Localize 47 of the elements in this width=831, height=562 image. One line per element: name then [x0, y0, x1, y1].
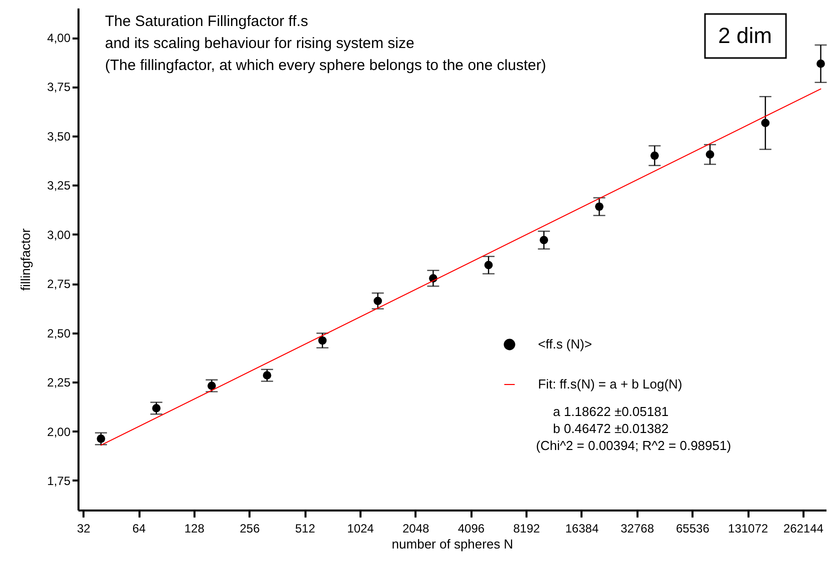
y-tick-label: 2,75: [47, 277, 71, 292]
point: [208, 382, 216, 390]
x-tick-label: 2048: [402, 522, 430, 536]
legend-label: <ff.s (N)>: [538, 336, 592, 352]
y-tick-label: 3,00: [47, 228, 71, 242]
y-tick-label: 2,25: [47, 376, 71, 390]
y-tick-label: 3,25: [47, 178, 71, 193]
point: [816, 60, 825, 68]
point: [262, 371, 272, 380]
y-tick-label: 2,00: [47, 424, 71, 439]
point: [318, 336, 327, 345]
x-tick-label: 512: [295, 522, 316, 536]
annotation: a 1.18622 ±0.05181: [553, 404, 669, 419]
annotation: 2 dim: [718, 23, 772, 48]
point: [540, 236, 548, 244]
y-tick-label: 3,75: [47, 80, 71, 94]
point: [374, 296, 382, 306]
y-tick-label: 4,00: [47, 31, 71, 46]
point: [761, 118, 770, 128]
x-tick-label: 64: [132, 522, 146, 536]
annotation: (Chi^2 = 0.00394; R^2 = 0.98951): [536, 438, 732, 453]
x-tick-label: 65536: [676, 522, 710, 536]
y-tick-label: 1,75: [47, 474, 71, 488]
x-tick-label: 1024: [347, 522, 374, 536]
y-tick-label: 2,50: [47, 326, 71, 340]
x-tick-label: 262144: [783, 522, 824, 536]
x-tick-label: 128: [184, 522, 205, 536]
annotation: b 0.46472 ±0.01382: [553, 421, 669, 436]
point: [595, 202, 604, 211]
point: [152, 404, 161, 412]
y-tick-label: 3,50: [47, 129, 71, 144]
x-tick-label: 32: [76, 522, 91, 536]
point: [706, 150, 714, 159]
x-tick-label: 256: [240, 522, 260, 536]
point: [96, 434, 106, 443]
point: [484, 260, 493, 270]
y-axis-title: fillingfactor: [18, 228, 34, 291]
x-axis-title: number of spheres N: [392, 536, 514, 552]
x-tick-label: 4096: [458, 522, 485, 536]
x-tick-label: 16384: [565, 522, 599, 536]
x-tick-label: 32768: [620, 522, 654, 536]
chart-title: The Saturation Fillingfactor ff.s: [105, 13, 308, 30]
x-tick-label: 8192: [513, 522, 540, 536]
text: and its scaling behaviour for rising system size (The fillingfactor, at which every sphere belongs to the one cluster): [105, 35, 546, 74]
x-tick-label: 131072: [728, 522, 768, 536]
point: [650, 151, 659, 160]
legend-label: Fit: ff.s(N) = a + b Log(N): [538, 376, 682, 392]
